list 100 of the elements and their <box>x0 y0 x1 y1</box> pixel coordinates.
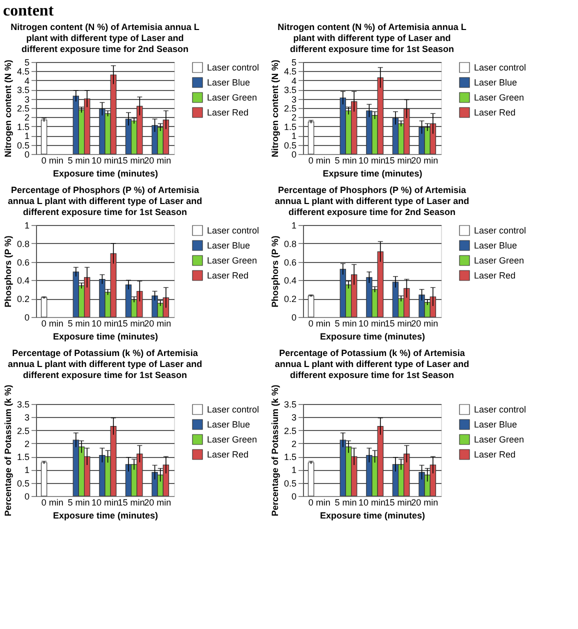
y-tick-label: 0 <box>291 150 296 160</box>
chart-title: Percentage of Potassium (k %) of Artemisia annua L plant with different type of Laser and different exposure time for 1st Season <box>274 348 470 380</box>
y-tick-label: 0.8 <box>284 238 296 249</box>
y-tick-label: 0.6 <box>284 257 296 268</box>
x-tick-label: 0 min <box>41 318 64 328</box>
y-axis-title: Phosphors (P %) <box>2 236 13 308</box>
legend-label: Laser Red <box>474 270 516 280</box>
y-tick-label: 1.5 <box>284 452 296 462</box>
y-tick-label: 0.5 <box>284 478 296 488</box>
x-axis-title: Exposure time (minutes) <box>320 510 426 520</box>
y-tick-label: 2.5 <box>284 426 296 436</box>
x-tick-label: 5 min <box>334 498 357 508</box>
x-tick-label: 10 min <box>91 318 119 328</box>
legend-label: Laser Red <box>474 108 516 118</box>
legend-label: Laser control <box>474 226 526 236</box>
y-axis-title: Nitrogen content (N %) <box>2 60 13 158</box>
x-tick-label: 10 min <box>91 498 119 508</box>
y-tick-label: 5 <box>24 58 30 68</box>
x-tick-label: 0 min <box>308 498 330 508</box>
legend-label: Laser Blue <box>474 420 518 430</box>
x-axis-title: Exposure time (minutes) <box>52 168 158 178</box>
y-tick-label: 3 <box>291 412 296 423</box>
y-tick-label: 2.5 <box>16 426 30 436</box>
y-tick-label: 4.5 <box>284 66 296 77</box>
y-tick-label: 3.5 <box>16 400 30 410</box>
y-tick-label: 1 <box>291 220 296 230</box>
y-tick-label: 0.8 <box>16 238 30 249</box>
y-tick-label: 3.5 <box>284 400 296 410</box>
y-tick-label: 0.2 <box>16 294 30 304</box>
x-tick-label: 20 min <box>144 318 172 328</box>
bar <box>40 120 48 154</box>
x-tick-label: 20 min <box>411 156 438 166</box>
y-tick-label: 2.5 <box>16 104 30 114</box>
y-tick-label: 1 <box>24 131 30 142</box>
y-tick-label: 0 <box>24 492 30 502</box>
x-axis-title: Expsure time (minutes) <box>322 168 422 178</box>
y-tick-label: 1 <box>24 465 30 476</box>
chart-title: Nitrogen content (N %) of Artemisia annua L plant with different type of Laser and different exposure time for 2nd Season <box>10 22 200 54</box>
y-tick-label: 4 <box>24 76 30 86</box>
x-tick-label: 5 min <box>68 156 90 166</box>
x-tick-label: 15 min <box>118 318 145 328</box>
x-tick-label: 0 min <box>41 498 64 508</box>
legend-label: Laser Green <box>474 434 524 444</box>
y-tick-label: 0 <box>291 312 296 322</box>
x-tick-label: 5 min <box>334 156 357 166</box>
y-tick-label: 2 <box>24 112 30 123</box>
legend-label: Laser Green <box>207 256 258 266</box>
x-tick-label: 15 min <box>384 156 412 166</box>
bar <box>308 462 314 496</box>
y-tick-label: 1 <box>24 220 30 230</box>
y-tick-label: 2.5 <box>284 104 296 114</box>
legend-label: Laser Green <box>474 92 524 102</box>
y-tick-label: 2 <box>291 112 296 123</box>
y-tick-label: 0 <box>24 312 30 322</box>
x-axis-title: Exposure time (minutes) <box>320 332 426 342</box>
legend-label: Laser control <box>207 226 260 236</box>
x-tick-label: 15 min <box>384 498 412 508</box>
x-tick-label: 10 min <box>91 156 119 166</box>
legend-label: Laser Blue <box>207 240 250 250</box>
y-tick-label: 3.5 <box>284 85 296 96</box>
bar <box>308 122 314 154</box>
legend-label: Laser control <box>474 62 526 72</box>
legend-label: Laser Red <box>207 108 249 118</box>
y-tick-label: 2 <box>24 438 30 449</box>
y-tick-label: 1.5 <box>284 122 296 132</box>
x-tick-label: 5 min <box>68 318 90 328</box>
legend-label: Laser Red <box>207 270 249 280</box>
legend-label: Laser Green <box>207 92 258 102</box>
legend-label: Laser control <box>207 62 260 72</box>
chart-title: Percentage of Potassium (k %) of Artemisia annua L plant with different type of Laser and different exposure time for 1st Season <box>8 348 202 380</box>
chart-title: Nitrogen content (N %) of Artemisia annua L plant with different type of Laser and different exposure time for 1st Season <box>278 22 467 54</box>
y-tick-label: 0.5 <box>16 140 30 150</box>
x-tick-label: 15 min <box>384 318 412 328</box>
y-tick-label: 3 <box>291 94 296 104</box>
x-tick-label: 20 min <box>411 498 438 508</box>
x-axis-title: Exposure time (minutes) <box>52 332 158 342</box>
x-tick-label: 0 min <box>308 156 330 166</box>
x-tick-label: 20 min <box>411 318 438 328</box>
y-tick-label: 1.5 <box>16 452 30 462</box>
legend-label: Laser Blue <box>207 78 250 88</box>
bar <box>40 297 48 318</box>
y-axis-title: Nitrogen content (N %) <box>270 60 280 158</box>
y-tick-label: 0.4 <box>16 276 30 286</box>
y-tick-label: 1 <box>291 131 296 142</box>
y-tick-label: 3 <box>24 412 30 423</box>
x-axis-title: Exposure time (minutes) <box>52 510 158 520</box>
x-tick-label: 0 min <box>41 156 64 166</box>
y-tick-label: 0 <box>24 150 30 160</box>
legend-label: Laser control <box>474 404 526 414</box>
x-tick-label: 10 min <box>358 498 386 508</box>
y-tick-label: 2 <box>291 438 296 449</box>
x-tick-label: 5 min <box>334 318 357 328</box>
x-tick-label: 15 min <box>118 156 145 166</box>
legend-label: Laser Blue <box>474 240 518 250</box>
y-tick-label: 3 <box>24 94 30 104</box>
legend-label: Laser Green <box>207 434 258 444</box>
legend-label: Laser Red <box>474 450 516 460</box>
y-axis-title: Percentage of Potassium (k %) <box>2 384 13 516</box>
x-tick-label: 10 min <box>358 156 386 166</box>
y-tick-label: 1 <box>291 465 296 476</box>
